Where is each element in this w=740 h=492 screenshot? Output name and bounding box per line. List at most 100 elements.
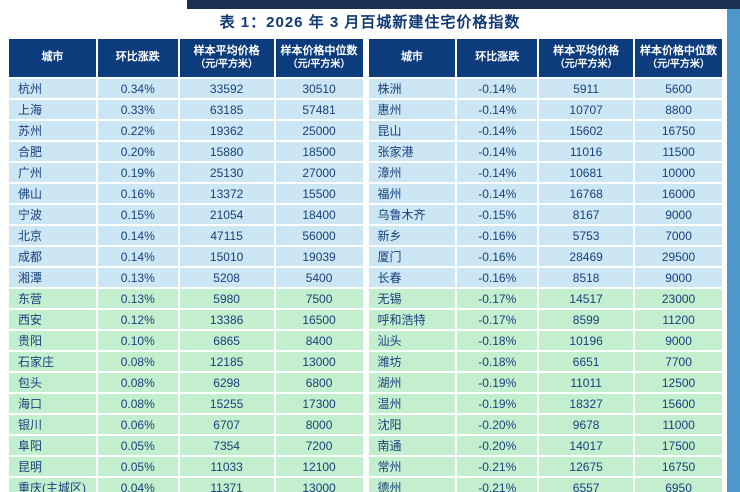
price-table-right: 城市 环比涨跌 样本平均价格 （元/平方米） 样本价格中位数 （元/平方米） 株洲 -… bbox=[367, 38, 723, 492]
cell-avg: 15880 bbox=[178, 141, 275, 162]
col-header-city: 城市 bbox=[367, 38, 457, 78]
cell-avg: 15255 bbox=[178, 393, 275, 414]
table-row: 包头 0.08% 6298 6800 bbox=[8, 372, 364, 393]
cell-city: 长春 bbox=[367, 267, 457, 288]
cell-city: 汕头 bbox=[367, 330, 457, 351]
cell-city: 潍坊 bbox=[367, 351, 457, 372]
cell-city: 南通 bbox=[367, 435, 457, 456]
col-header-median-price: 样本价格中位数 （元/平方米） bbox=[274, 38, 364, 78]
table-row: 南通 -0.20% 14017 17500 bbox=[367, 435, 723, 456]
cell-median: 27000 bbox=[274, 162, 364, 183]
table-row: 杭州 0.34% 33592 30510 bbox=[8, 78, 364, 99]
header-row: 城市 环比涨跌 样本平均价格 （元/平方米） 样本价格中位数 （元/平方米） bbox=[8, 38, 364, 78]
cell-median: 9000 bbox=[634, 267, 723, 288]
cell-avg: 5753 bbox=[538, 225, 635, 246]
cell-avg: 11011 bbox=[538, 372, 635, 393]
cell-median: 6950 bbox=[634, 477, 723, 492]
right-table-body: 株洲 -0.14% 5911 5600 惠州 -0.14% 10707 8800 昆山 -0.14… bbox=[367, 78, 723, 492]
table-row: 福州 -0.14% 16768 16000 bbox=[367, 183, 723, 204]
col-header-change: 环比涨跌 bbox=[96, 38, 179, 78]
cell-avg: 10196 bbox=[538, 330, 635, 351]
cell-median: 10000 bbox=[634, 162, 723, 183]
cell-median: 11200 bbox=[634, 309, 723, 330]
cell-avg: 11371 bbox=[178, 477, 275, 492]
cell-city: 广州 bbox=[8, 162, 97, 183]
cell-avg: 5980 bbox=[178, 288, 275, 309]
cell-median: 19039 bbox=[274, 246, 364, 267]
cell-change: -0.19% bbox=[456, 372, 539, 393]
cell-avg: 19362 bbox=[178, 120, 275, 141]
cell-avg: 8599 bbox=[538, 309, 635, 330]
cell-change: -0.14% bbox=[456, 78, 539, 99]
table-row: 合肥 0.20% 15880 18500 bbox=[8, 141, 364, 162]
cell-city: 海口 bbox=[8, 393, 97, 414]
cell-avg: 7354 bbox=[178, 435, 275, 456]
table-row: 宁波 0.15% 21054 18400 bbox=[8, 204, 364, 225]
cell-change: -0.16% bbox=[456, 246, 539, 267]
cell-change: 0.04% bbox=[96, 477, 179, 492]
table-row: 张家港 -0.14% 11016 11500 bbox=[367, 141, 723, 162]
cell-city: 无锡 bbox=[367, 288, 457, 309]
cell-avg: 11033 bbox=[178, 456, 275, 477]
table-row: 昆山 -0.14% 15602 16750 bbox=[367, 120, 723, 141]
table-row: 漳州 -0.14% 10681 10000 bbox=[367, 162, 723, 183]
cell-median: 8800 bbox=[634, 99, 723, 120]
cell-median: 16000 bbox=[634, 183, 723, 204]
cell-change: -0.20% bbox=[456, 435, 539, 456]
cell-change: 0.14% bbox=[96, 246, 179, 267]
cell-city: 张家港 bbox=[367, 141, 457, 162]
cell-city: 呼和浩特 bbox=[367, 309, 457, 330]
table-row: 贵阳 0.10% 6865 8400 bbox=[8, 330, 364, 351]
table-row: 湘潭 0.13% 5208 5400 bbox=[8, 267, 364, 288]
cell-median: 8000 bbox=[274, 414, 364, 435]
cell-change: -0.19% bbox=[456, 393, 539, 414]
cell-city: 常州 bbox=[367, 456, 457, 477]
top-edge-bar bbox=[187, 0, 740, 9]
cell-city: 湖州 bbox=[367, 372, 457, 393]
cell-avg: 33592 bbox=[178, 78, 275, 99]
table-row: 银川 0.06% 6707 8000 bbox=[8, 414, 364, 435]
cell-avg: 10707 bbox=[538, 99, 635, 120]
cell-change: 0.08% bbox=[96, 372, 179, 393]
table-row: 阜阳 0.05% 7354 7200 bbox=[8, 435, 364, 456]
cell-city: 温州 bbox=[367, 393, 457, 414]
cell-change: -0.16% bbox=[456, 267, 539, 288]
table-row: 呼和浩特 -0.17% 8599 11200 bbox=[367, 309, 723, 330]
right-edge-bar bbox=[727, 9, 740, 492]
cell-city: 苏州 bbox=[8, 120, 97, 141]
cell-avg: 6651 bbox=[538, 351, 635, 372]
header-row: 城市 环比涨跌 样本平均价格 （元/平方米） 样本价格中位数 （元/平方米） bbox=[367, 38, 723, 78]
table-row: 长春 -0.16% 8518 9000 bbox=[367, 267, 723, 288]
table-row: 常州 -0.21% 12675 16750 bbox=[367, 456, 723, 477]
cell-avg: 6298 bbox=[178, 372, 275, 393]
cell-city: 湘潭 bbox=[8, 267, 97, 288]
cell-change: 0.08% bbox=[96, 393, 179, 414]
table-row: 汕头 -0.18% 10196 9000 bbox=[367, 330, 723, 351]
cell-median: 12100 bbox=[274, 456, 364, 477]
cell-change: -0.18% bbox=[456, 330, 539, 351]
cell-change: -0.17% bbox=[456, 288, 539, 309]
table-row: 潍坊 -0.18% 6651 7700 bbox=[367, 351, 723, 372]
table-row: 厦门 -0.16% 28469 29500 bbox=[367, 246, 723, 267]
cell-median: 7500 bbox=[274, 288, 364, 309]
cell-change: -0.15% bbox=[456, 204, 539, 225]
price-table-left: 城市 环比涨跌 样本平均价格 （元/平方米） 样本价格中位数 （元/平方米） 杭州 0… bbox=[8, 38, 364, 492]
cell-median: 5400 bbox=[274, 267, 364, 288]
cell-avg: 16768 bbox=[538, 183, 635, 204]
cell-median: 11500 bbox=[634, 141, 723, 162]
cell-median: 29500 bbox=[634, 246, 723, 267]
table-row: 沈阳 -0.20% 9678 11000 bbox=[367, 414, 723, 435]
col-header-avg-price: 样本平均价格 （元/平方米） bbox=[538, 38, 635, 78]
table-row: 昆明 0.05% 11033 12100 bbox=[8, 456, 364, 477]
cell-median: 7000 bbox=[634, 225, 723, 246]
cell-median: 16750 bbox=[634, 120, 723, 141]
cell-city: 昆明 bbox=[8, 456, 97, 477]
tables-container: 城市 环比涨跌 样本平均价格 （元/平方米） 样本价格中位数 （元/平方米） 杭州 0… bbox=[8, 38, 723, 492]
table-row: 无锡 -0.17% 14517 23000 bbox=[367, 288, 723, 309]
cell-avg: 18327 bbox=[538, 393, 635, 414]
table-row: 广州 0.19% 25130 27000 bbox=[8, 162, 364, 183]
cell-avg: 6557 bbox=[538, 477, 635, 492]
col-header-median-label: 样本价格中位数 bbox=[280, 44, 358, 57]
cell-median: 57481 bbox=[274, 99, 364, 120]
